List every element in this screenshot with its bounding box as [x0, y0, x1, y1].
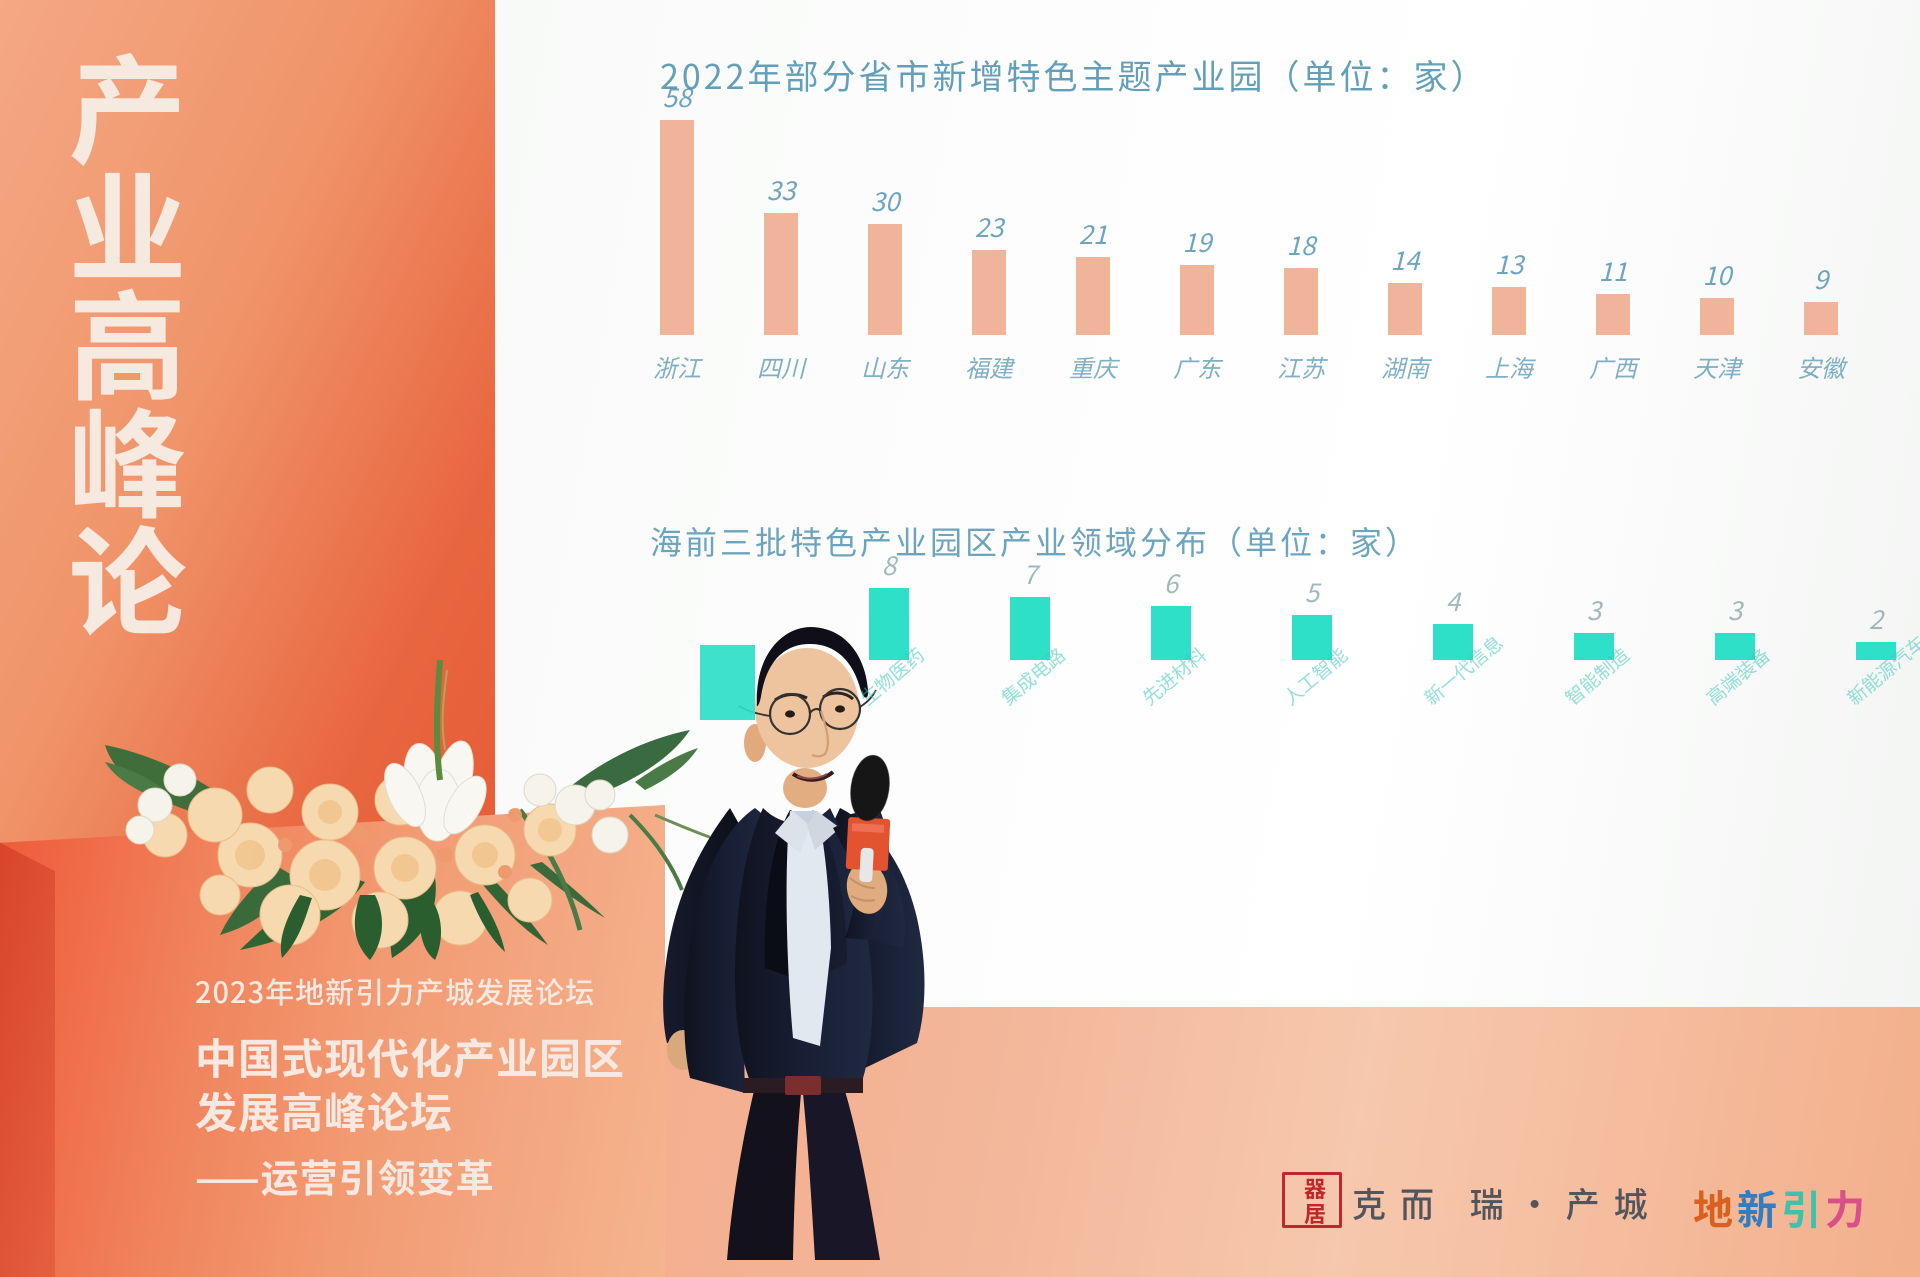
- svg-text:居: 居: [1304, 1197, 1326, 1229]
